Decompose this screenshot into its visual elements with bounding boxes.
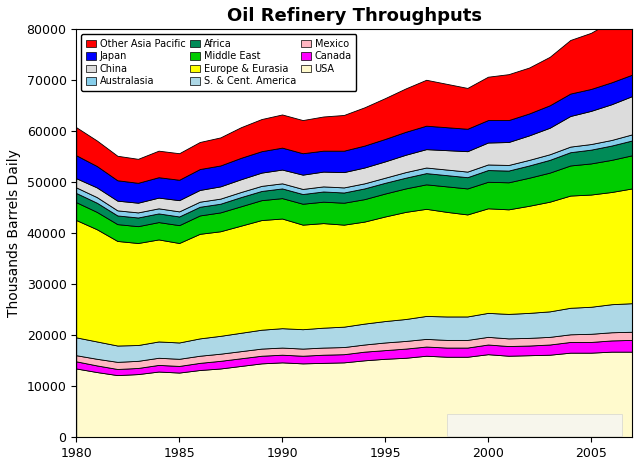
Y-axis label: Thousands Barrels Daily: Thousands Barrels Daily [7, 149, 21, 317]
Bar [447, 414, 622, 436]
Title: Oil Refinery Throughputs: Oil Refinery Throughputs [227, 7, 482, 25]
Legend: Other Asia Pacific, Japan, China, Australasia, Africa, Middle East, Europe & Eur: Other Asia Pacific, Japan, China, Austra… [81, 34, 357, 91]
